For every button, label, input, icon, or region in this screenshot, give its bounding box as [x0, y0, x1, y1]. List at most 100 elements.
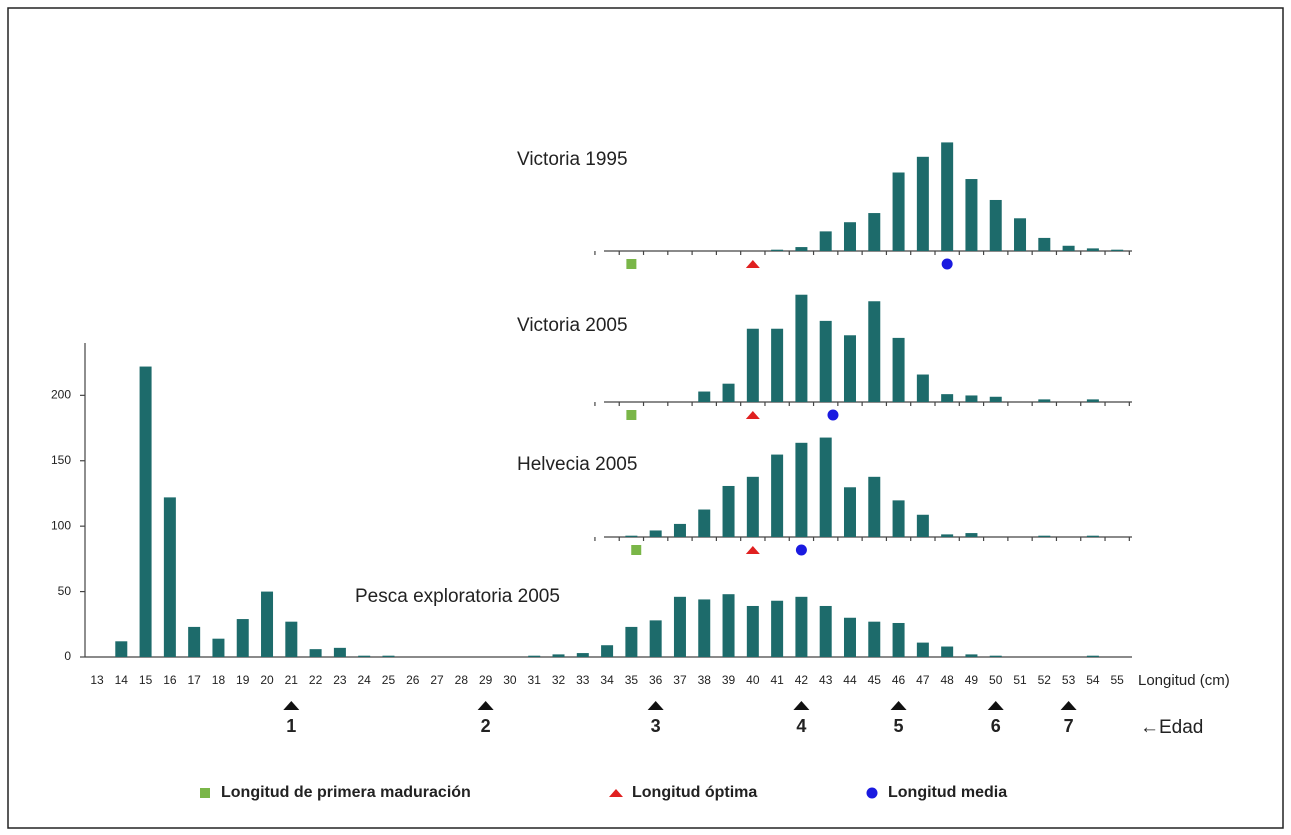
bar — [965, 533, 978, 537]
x-tick-label: 43 — [819, 673, 833, 687]
y-tick-label: 50 — [58, 584, 72, 598]
bar — [965, 654, 978, 657]
bar — [819, 231, 832, 251]
bar — [382, 655, 395, 657]
bar — [673, 523, 686, 537]
bar — [1038, 237, 1051, 251]
x-tick-label: 36 — [649, 673, 663, 687]
marker-circle — [866, 787, 878, 799]
x-tick-label: 27 — [430, 673, 444, 687]
x-tick-label: 40 — [746, 673, 760, 687]
bar — [941, 534, 954, 537]
bar — [1038, 399, 1051, 402]
age-marker — [987, 701, 1004, 710]
x-tick-label: 35 — [625, 673, 639, 687]
x-tick-label: 20 — [260, 673, 274, 687]
bar — [771, 600, 784, 657]
bar — [746, 476, 759, 537]
bar — [212, 638, 225, 657]
bar — [843, 487, 856, 537]
bar — [188, 626, 201, 657]
bar — [261, 591, 274, 657]
x-tick-label: 37 — [673, 673, 687, 687]
bar — [771, 328, 784, 402]
x-tick-label: 53 — [1062, 673, 1076, 687]
marker-circle — [941, 258, 953, 270]
x-tick-label: 13 — [90, 673, 104, 687]
x-tick-label: 48 — [940, 673, 954, 687]
age-marker — [647, 701, 664, 710]
bar — [843, 617, 856, 657]
marker-square — [200, 788, 210, 798]
bar — [649, 620, 662, 657]
x-tick-label: 47 — [916, 673, 930, 687]
bar — [722, 383, 735, 402]
bar — [698, 509, 711, 537]
y-tick-label: 100 — [51, 518, 71, 532]
bar — [892, 500, 905, 537]
x-tick-label: 23 — [333, 673, 347, 687]
bar — [795, 596, 808, 657]
bar — [1086, 535, 1099, 537]
x-tick-label: 17 — [187, 673, 201, 687]
age-marker — [1060, 701, 1077, 710]
x-tick-label: 54 — [1086, 673, 1100, 687]
bar — [892, 172, 905, 251]
bar — [1086, 399, 1099, 402]
bar — [771, 454, 784, 537]
bar — [333, 647, 346, 657]
age-label: 1 — [286, 716, 296, 736]
bar — [576, 653, 589, 657]
x-axis-label: Longitud (cm) — [1138, 672, 1230, 689]
bar — [989, 199, 1002, 251]
x-tick-label: 21 — [285, 673, 299, 687]
bar — [965, 179, 978, 251]
bar — [1014, 218, 1027, 251]
inset-title: Victoria 1995 — [517, 149, 628, 170]
bar — [1038, 535, 1051, 537]
marker-triangle — [609, 789, 623, 797]
bar — [989, 396, 1002, 402]
bar — [552, 654, 565, 657]
bar — [309, 649, 322, 657]
age-marker — [283, 701, 300, 710]
marker-square — [631, 545, 642, 555]
bar — [673, 596, 686, 657]
bar — [843, 222, 856, 251]
x-tick-label: 46 — [892, 673, 906, 687]
bar — [868, 621, 881, 657]
x-tick-label: 15 — [139, 673, 153, 687]
legend-label: Longitud óptima — [632, 784, 757, 801]
age-marker — [477, 701, 494, 710]
bar — [843, 335, 856, 402]
bar — [1111, 249, 1124, 251]
x-tick-label: 34 — [600, 673, 614, 687]
age-label: 7 — [1064, 716, 1074, 736]
x-tick-label: 14 — [115, 673, 129, 687]
x-tick-label: 52 — [1038, 673, 1052, 687]
bar — [746, 605, 759, 657]
x-tick-label: 38 — [698, 673, 712, 687]
x-tick-label: 44 — [843, 673, 857, 687]
bar — [868, 476, 881, 537]
x-tick-label: 55 — [1111, 673, 1125, 687]
age-label: 4 — [796, 716, 806, 736]
age-marker — [793, 701, 810, 710]
y-tick-label: 0 — [64, 649, 71, 663]
age-axis-label: ←Edad — [1140, 717, 1203, 738]
bar — [819, 605, 832, 657]
bar — [989, 655, 1002, 657]
x-tick-label: 24 — [358, 673, 372, 687]
x-tick-label: 16 — [163, 673, 177, 687]
bar — [722, 594, 735, 657]
bar — [285, 621, 298, 657]
bar — [795, 247, 808, 251]
bar — [941, 394, 954, 402]
x-tick-label: 50 — [989, 673, 1003, 687]
bar — [795, 442, 808, 537]
x-tick-label: 28 — [455, 673, 469, 687]
bar — [941, 142, 954, 251]
bar — [601, 645, 614, 657]
y-tick-label: 150 — [51, 453, 71, 467]
x-tick-label: 31 — [528, 673, 542, 687]
